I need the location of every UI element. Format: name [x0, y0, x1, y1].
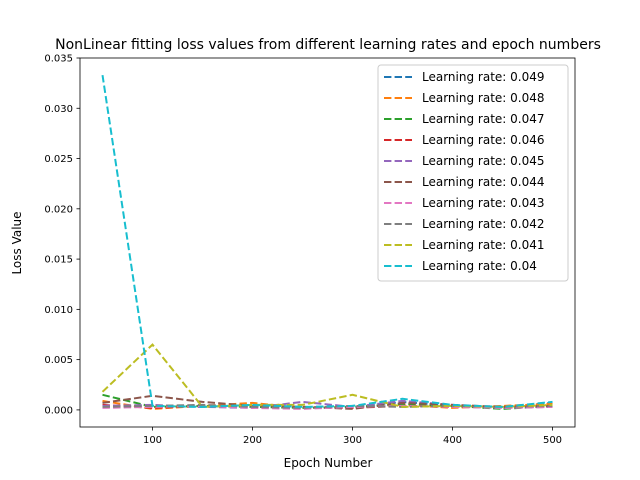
legend-label-7: Learning rate: 0.042: [422, 217, 545, 231]
x-tick-label-4: 500: [543, 435, 562, 446]
chart-title: NonLinear fitting loss values from diffe…: [55, 37, 601, 53]
legend-label-0: Learning rate: 0.049: [422, 70, 545, 84]
y-tick-label-7: 0.035: [44, 54, 73, 65]
y-tick-label-0: 0.000: [44, 405, 73, 416]
legend-label-2: Learning rate: 0.047: [422, 112, 545, 126]
legend-label-3: Learning rate: 0.046: [422, 133, 545, 147]
x-tick-label-3: 400: [443, 435, 462, 446]
plot-area: 100 200 300 400 500 0.000 0.005 0.010 0.015 0.020…: [44, 54, 576, 446]
legend: Learning rate: 0.049 Learning rate: 0.048…: [377, 64, 569, 282]
x-axis-label: Epoch Number: [284, 456, 373, 470]
x-tick-label-0: 100: [143, 435, 162, 446]
y-tick-label-5: 0.025: [44, 154, 73, 165]
y-tick-label-2: 0.010: [44, 305, 73, 316]
axes-frame: [79, 57, 576, 428]
legend-box: [377, 64, 569, 282]
legend-label-6: Learning rate: 0.043: [422, 196, 545, 210]
x-tick-label-1: 200: [243, 435, 262, 446]
legend-label-4: Learning rate: 0.045: [422, 154, 545, 168]
y-tick-label-1: 0.005: [44, 355, 73, 366]
y-tick-label-6: 0.030: [44, 104, 73, 115]
y-tick-label-4: 0.020: [44, 204, 73, 215]
legend-label-5: Learning rate: 0.044: [422, 175, 545, 189]
legend-label-1: Learning rate: 0.048: [422, 91, 545, 105]
y-tick-label-3: 0.015: [44, 255, 73, 266]
x-tick-label-2: 300: [343, 435, 362, 446]
legend-label-8: Learning rate: 0.041: [422, 238, 545, 252]
y-axis-label: Loss Value: [10, 211, 24, 274]
series-line-9: [101, 74, 553, 408]
series-lines: [101, 74, 553, 410]
legend-label-9: Learning rate: 0.04: [422, 259, 537, 273]
